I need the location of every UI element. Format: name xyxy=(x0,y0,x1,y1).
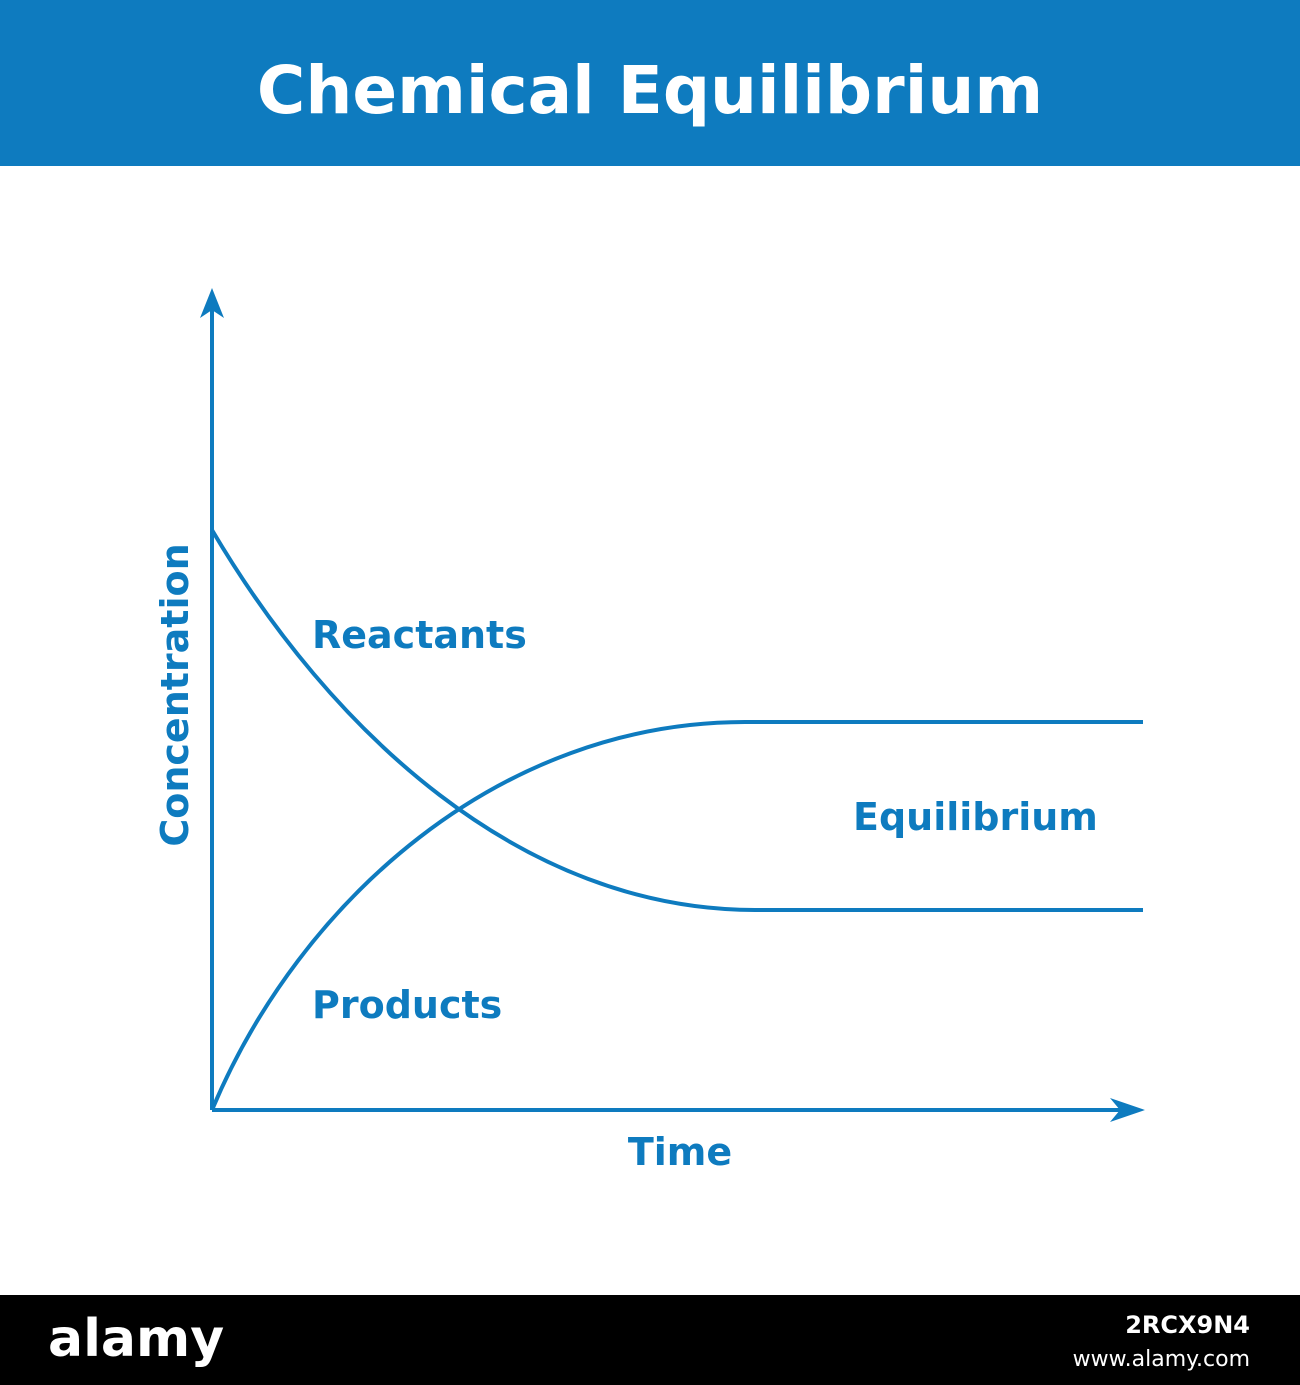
reactants-curve xyxy=(210,528,1143,912)
header-bar xyxy=(0,0,1300,166)
y-axis-label: Concentration xyxy=(153,543,197,846)
axes xyxy=(210,300,1130,1112)
equilibrium-label: Equilibrium xyxy=(853,795,1098,839)
image-id: 2RCX9N4 xyxy=(1125,1311,1250,1339)
y-axis-arrow xyxy=(200,288,224,318)
products-curve xyxy=(210,720,1143,1111)
url: www.alamy.com xyxy=(1073,1347,1250,1372)
x-axis-arrow xyxy=(1110,1098,1145,1122)
footer-bar xyxy=(0,1295,1300,1385)
reactants-label: Reactants xyxy=(312,613,527,657)
title: Chemical Equilibrium xyxy=(257,52,1043,129)
x-axis-label: Time xyxy=(628,1130,732,1174)
brand: alamy xyxy=(48,1309,224,1369)
products-label: Products xyxy=(312,983,502,1027)
